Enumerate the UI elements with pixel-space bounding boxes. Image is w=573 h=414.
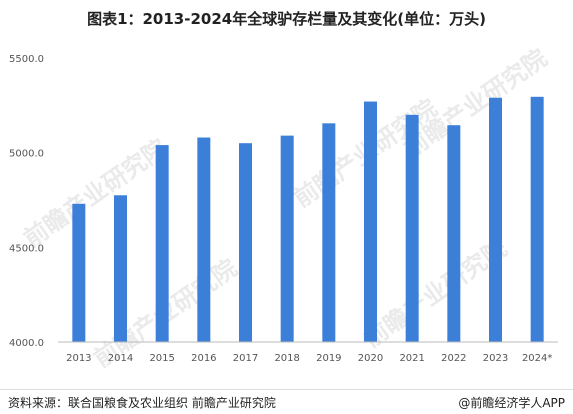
bar-2017 [239, 143, 252, 342]
bar-chart: 前瞻产业研究院前瞻产业研究院前瞻产业研究院前瞻产业研究院前瞻产业研究院 4000… [9, 44, 558, 373]
y-axis: 4000.0 4500.0 5000.0 5500.0 [9, 54, 44, 349]
bar-2021 [405, 114, 419, 342]
x-tick-label: 2024* [522, 353, 552, 364]
bar-2015 [155, 145, 169, 342]
bar-2019 [322, 123, 336, 342]
chart-title: 图表1：2013-2024年全球驴存栏量及其变化(单位：万头) [87, 10, 486, 28]
bar-2020 [364, 101, 377, 343]
source-note: 资料来源：联合国粮食及农业组织 前瞻产业研究院 [8, 396, 276, 410]
brand-label: @前瞻经济学人APP [458, 396, 565, 410]
y-tick-label: 4000.0 [9, 338, 44, 349]
x-tick-label: 2018 [274, 353, 299, 364]
x-tick-label: 2013 [66, 353, 91, 364]
y-tick-label: 5500.0 [9, 54, 44, 65]
bar-2024 [530, 96, 544, 343]
y-tick-label: 4500.0 [9, 243, 44, 254]
x-tick-label: 2019 [316, 353, 341, 364]
x-tick-label: 2014 [108, 353, 133, 364]
x-tick-label: 2017 [233, 353, 258, 364]
bar-2023 [489, 97, 502, 342]
x-tick-label: 2015 [149, 353, 174, 364]
bar-2016 [197, 137, 211, 342]
x-tick-label: 2022 [441, 353, 466, 364]
bar-2022 [447, 125, 461, 342]
x-tick-label: 2016 [191, 353, 216, 364]
bar-2018 [280, 135, 294, 342]
x-tick-label: 2023 [483, 353, 508, 364]
bars-group [72, 96, 544, 343]
bar-2014 [114, 195, 127, 342]
footer: 资料来源：联合国粮食及农业组织 前瞻产业研究院 @前瞻经济学人APP [0, 389, 573, 414]
x-tick-label: 2021 [399, 353, 424, 364]
x-axis: 2013 2014 2015 2016 2017 2018 2019 2020 2021 2022… [58, 341, 558, 364]
x-tick-label: 2020 [358, 353, 383, 364]
bar-2013 [72, 203, 86, 342]
y-tick-label: 5000.0 [9, 149, 44, 160]
